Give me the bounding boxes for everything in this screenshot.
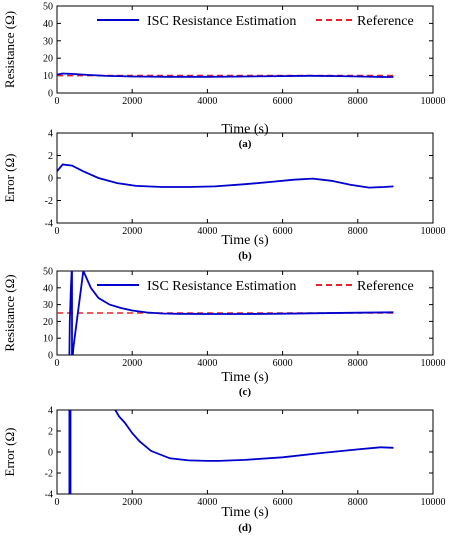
y-tick-label: 10 bbox=[43, 334, 53, 345]
x-tick-label: 8000 bbox=[348, 497, 368, 508]
y-tick-label: 30 bbox=[43, 36, 53, 47]
y-tick-label: 50 bbox=[43, 267, 53, 278]
y-tick-label: 4 bbox=[48, 129, 53, 140]
estimation-line bbox=[68, 271, 394, 355]
y-axis-label: Resistance (Ω) bbox=[2, 11, 17, 88]
y-axis-label: Error (Ω) bbox=[2, 154, 17, 203]
x-tick-label: 4000 bbox=[197, 497, 217, 508]
panel-2: 0 2000 4000 6000 8000 10000 -4 -2 0 2 4 Time (s) Err… bbox=[2, 129, 446, 263]
y-tick-label: -4 bbox=[45, 490, 53, 501]
x-tick-label: 2000 bbox=[122, 358, 142, 369]
legend-label: ISC Resistance Estimation bbox=[147, 279, 296, 294]
estimation-line bbox=[114, 410, 394, 462]
x-tick-label: 6000 bbox=[273, 226, 293, 237]
x-tick-label: 0 bbox=[55, 96, 60, 107]
y-tick-label: -2 bbox=[45, 469, 53, 480]
x-tick-label: 10000 bbox=[421, 96, 446, 107]
panel-caption: (d) bbox=[238, 522, 252, 534]
y-tick-label: -2 bbox=[45, 196, 53, 207]
y-axis-label: Resistance (Ω) bbox=[2, 274, 17, 351]
x-tick-label: 0 bbox=[55, 226, 60, 237]
y-tick-label: 30 bbox=[43, 300, 53, 311]
y-tick-label: 2 bbox=[48, 151, 53, 162]
x-tick-label: 6000 bbox=[273, 497, 293, 508]
x-axis-label: Time (s) bbox=[221, 233, 269, 248]
x-tick-label: 2000 bbox=[122, 96, 142, 107]
x-axis-label: Time (s) bbox=[221, 370, 269, 385]
x-tick-label: 4000 bbox=[197, 358, 217, 369]
x-axis-label: Time (s) bbox=[221, 505, 269, 520]
y-tick-label: 0 bbox=[48, 174, 53, 185]
panel-caption: (b) bbox=[238, 250, 252, 262]
x-tick-label: 2000 bbox=[122, 497, 142, 508]
y-tick-label: -4 bbox=[45, 219, 53, 230]
x-tick-label: 4000 bbox=[197, 96, 217, 107]
legend-label: Reference bbox=[357, 279, 414, 294]
legend-label: ISC Resistance Estimation bbox=[147, 14, 296, 29]
x-tick-label: 4000 bbox=[197, 226, 217, 237]
plot-frame bbox=[56, 5, 434, 94]
x-tick-label: 8000 bbox=[348, 96, 368, 107]
x-tick-label: 10000 bbox=[421, 497, 446, 508]
panel-1: 0 2000 4000 6000 8000 10000 0 10 20 30 40 50 ISC Res… bbox=[2, 2, 446, 151]
y-tick-label: 40 bbox=[43, 19, 53, 30]
x-tick-label: 0 bbox=[55, 497, 60, 508]
x-tick-label: 2000 bbox=[122, 226, 142, 237]
x-tick-label: 8000 bbox=[348, 358, 368, 369]
panel-4: 0 2000 4000 6000 8000 10000 -4 -2 0 2 4 Time (s) Err… bbox=[2, 406, 446, 535]
y-tick-label: 40 bbox=[43, 283, 53, 294]
y-tick-label: 20 bbox=[43, 317, 53, 328]
y-tick-label: 0 bbox=[48, 89, 53, 100]
panel-3: 0 2000 4000 6000 8000 10000 0 10 20 30 40 50 ISC Res… bbox=[2, 267, 446, 399]
y-axis-label: Error (Ω) bbox=[2, 428, 17, 477]
y-tick-label: 10 bbox=[43, 71, 53, 82]
panel-caption: (c) bbox=[239, 386, 252, 398]
x-tick-label: 6000 bbox=[273, 358, 293, 369]
y-tick-label: 0 bbox=[48, 448, 53, 459]
y-tick-label: 4 bbox=[48, 406, 53, 417]
y-tick-label: 50 bbox=[43, 2, 53, 13]
panel-caption: (a) bbox=[239, 138, 252, 150]
estimation-line bbox=[57, 72, 394, 78]
plot-frame bbox=[56, 409, 434, 495]
y-tick-label: 20 bbox=[43, 54, 53, 65]
y-tick-label: 2 bbox=[48, 427, 53, 438]
x-tick-label: 10000 bbox=[421, 226, 446, 237]
x-tick-label: 8000 bbox=[348, 226, 368, 237]
x-axis-label: Time (s) bbox=[221, 122, 269, 137]
estimation-line bbox=[57, 163, 394, 189]
y-tick-label: 0 bbox=[48, 351, 53, 362]
x-tick-label: 6000 bbox=[273, 96, 293, 107]
x-tick-label: 10000 bbox=[421, 358, 446, 369]
legend-label: Reference bbox=[357, 14, 414, 29]
x-tick-label: 0 bbox=[55, 358, 60, 369]
